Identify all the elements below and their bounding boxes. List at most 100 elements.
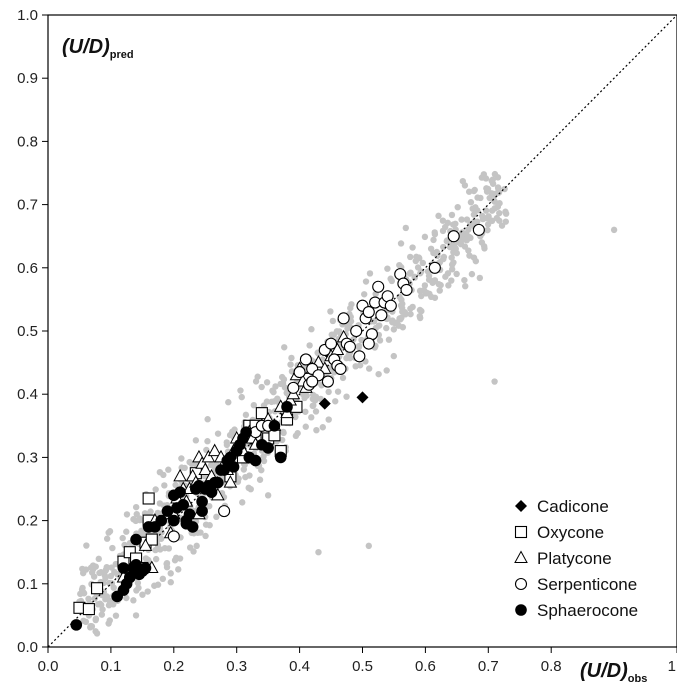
background-point <box>92 563 99 570</box>
background-point <box>431 231 439 238</box>
legend-marker-oxycone <box>514 525 528 539</box>
background-point <box>294 430 301 437</box>
serpenticone-point <box>428 261 441 274</box>
sphaerocone-point <box>205 486 218 498</box>
background-point <box>264 492 272 499</box>
sphaerocone-point <box>212 476 224 489</box>
background-point <box>414 264 422 271</box>
background-point <box>498 222 506 229</box>
x-axis-title: (U/D)obs <box>580 660 647 684</box>
background-point <box>448 277 455 284</box>
background-point <box>502 218 509 225</box>
background-point <box>397 240 405 247</box>
legend-marker-cadicone <box>515 500 527 512</box>
background-point <box>361 291 368 298</box>
sphaerocone-point <box>281 401 293 413</box>
background-point <box>235 475 242 482</box>
background-point <box>87 622 95 630</box>
background-point <box>106 528 114 535</box>
background-point <box>489 176 496 183</box>
platycone-point <box>223 475 238 488</box>
background-point <box>152 546 159 554</box>
background-point <box>450 249 458 256</box>
background-point <box>268 398 275 406</box>
background-point <box>133 510 140 518</box>
background-point <box>96 569 103 577</box>
serpenticone-point <box>287 381 300 394</box>
background-point <box>154 509 162 517</box>
background-point <box>491 205 498 212</box>
background-point <box>313 426 320 434</box>
y-tick-label: 1.0 <box>17 7 38 24</box>
background-point <box>445 282 452 289</box>
background-point <box>448 254 455 261</box>
background-point <box>468 270 476 278</box>
x-tick-label: 0.8 <box>541 658 562 675</box>
background-point <box>83 542 90 549</box>
background-point <box>308 414 315 421</box>
background-point <box>418 292 425 300</box>
background-point <box>190 548 197 555</box>
background-point <box>102 574 109 582</box>
background-point <box>288 354 295 362</box>
background-point <box>339 374 347 382</box>
background-point <box>186 458 193 466</box>
background-point <box>365 542 372 550</box>
sphaerocone-point <box>262 442 274 454</box>
background-point <box>334 388 342 395</box>
background-point <box>119 534 126 542</box>
background-point <box>130 516 137 523</box>
background-point <box>448 266 456 273</box>
y-axis-title: (U/D)pred <box>62 36 134 61</box>
y-tick-label: 0.9 <box>17 70 38 87</box>
background-point <box>204 416 211 423</box>
background-point <box>376 322 383 329</box>
y-tick-label: 0.3 <box>17 449 38 466</box>
background-point <box>470 187 478 195</box>
background-point <box>479 212 486 220</box>
oxycone-point <box>91 582 104 595</box>
background-point <box>435 281 443 288</box>
x-tick-label: 0.2 <box>163 658 184 675</box>
background-point <box>481 245 488 252</box>
background-point <box>123 528 130 535</box>
background-point <box>407 310 414 318</box>
background-point <box>242 411 250 419</box>
x-tick-label: 0.6 <box>415 658 436 675</box>
background-point <box>328 331 336 338</box>
background-point <box>440 243 447 251</box>
background-point <box>450 259 457 266</box>
background-point <box>202 532 209 540</box>
y-tick-label: 0.8 <box>17 133 38 150</box>
background-point <box>399 308 406 315</box>
background-point <box>175 566 182 573</box>
x-tick-label: 0.4 <box>289 658 310 675</box>
cadicone-point <box>318 397 331 410</box>
legend-marker-sphaerocone <box>515 604 527 616</box>
background-point <box>277 380 284 388</box>
background-point <box>397 302 405 309</box>
background-point <box>502 208 509 215</box>
x-tick-label: 0.0 <box>38 658 59 675</box>
background-point <box>458 229 466 236</box>
background-point <box>142 555 150 562</box>
background-point <box>390 326 398 333</box>
platycone-point <box>201 449 216 463</box>
background-point <box>384 265 391 272</box>
background-point <box>436 287 443 294</box>
background-point <box>79 569 87 577</box>
legend-marker-serpenticone <box>514 577 528 591</box>
background-point <box>147 508 154 515</box>
background-point <box>306 342 313 349</box>
sphaerocone-point <box>168 489 180 502</box>
sphaerocone-point <box>155 514 168 527</box>
background-point <box>347 304 354 312</box>
background-point <box>250 401 258 409</box>
sphaerocone-point <box>139 562 152 574</box>
sphaerocone-point <box>130 533 142 546</box>
background-point <box>152 555 160 563</box>
x-tick-label: 0.3 <box>226 658 247 675</box>
background-point <box>396 315 403 322</box>
background-point <box>365 365 373 372</box>
